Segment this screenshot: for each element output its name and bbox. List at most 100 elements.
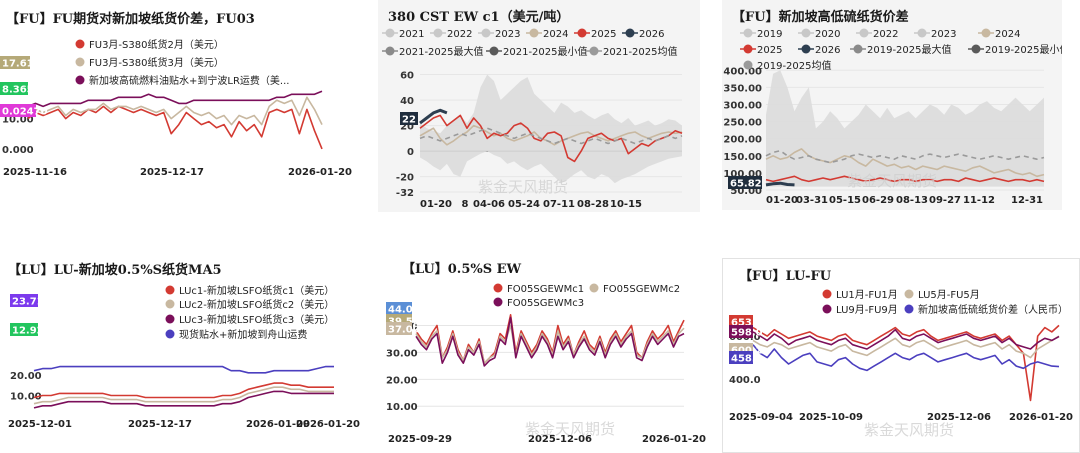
series-line-3 bbox=[419, 127, 683, 145]
chart-svg: 0.000 10.00 2025-11-16 2025-12-17 2026-01-20… bbox=[0, 38, 352, 178]
value-badge-label: 17.61 bbox=[2, 59, 34, 70]
legend-label: FU3月-S380纸货2月（美元） bbox=[89, 38, 224, 51]
chart-panel-lu-ew: 【LU】0.5%S EW 10.0020.0030.0040.002025-09… bbox=[380, 252, 710, 453]
series-line-1 bbox=[33, 386, 334, 405]
value-badge bbox=[0, 104, 36, 117]
value-badge bbox=[729, 325, 753, 338]
y-tick-label: -32 bbox=[396, 188, 414, 199]
legend-label: 2026 bbox=[815, 45, 840, 56]
series-line-2 bbox=[415, 316, 685, 367]
series-line-2 bbox=[419, 108, 448, 125]
x-tick-label: 2026-01-20 bbox=[1009, 412, 1073, 423]
y-tick-label: 30.00 bbox=[386, 348, 418, 359]
legend-label: 2019-2025最大值 bbox=[867, 43, 952, 56]
x-tick-label: 10-15 bbox=[610, 199, 642, 210]
x-tick-label: 2026-01-20 bbox=[296, 419, 360, 430]
chart-title: 【LU】0.5%S EW bbox=[402, 262, 522, 277]
series-line-1 bbox=[765, 175, 1045, 183]
x-tick-label: 2026-01-09 bbox=[246, 419, 310, 430]
x-tick-label: 06-29 bbox=[862, 195, 894, 206]
value-badge-label: 65.82 bbox=[730, 179, 762, 190]
watermark: 紫金天风期货 bbox=[864, 421, 954, 439]
legend-marker bbox=[75, 57, 85, 67]
y-tick-label: 60 bbox=[400, 71, 414, 82]
chart-panel-lu-fu: 【FU】LU-FU 400.0600.02025-09-042025-10-09… bbox=[722, 258, 1080, 453]
y-tick-label: 10.00 bbox=[10, 391, 42, 402]
value-badge-label: 12.92 bbox=[12, 326, 44, 337]
legend-label: 2024 bbox=[995, 29, 1020, 40]
legend-label: 2022 bbox=[873, 29, 898, 40]
legend-marker bbox=[165, 299, 175, 309]
y-tick-label: 400.00 bbox=[723, 66, 762, 77]
legend-label: 现货贴水+新加坡到舟山运费 bbox=[179, 328, 307, 341]
x-tick-label: 11-12 bbox=[963, 195, 995, 206]
legend-label: 新加坡高硫燃料油贴水+到宁波LR运费（美... bbox=[89, 74, 289, 87]
y-tick-label: 40 bbox=[400, 96, 414, 107]
y-tick-label: 100.00 bbox=[723, 169, 762, 180]
legend-label: 2021-2025最大值 bbox=[399, 45, 484, 58]
y-tick-label: 0.000 bbox=[2, 145, 34, 156]
legend-label: 2021 bbox=[399, 29, 424, 40]
legend-marker bbox=[165, 329, 175, 339]
value-badge bbox=[728, 176, 762, 189]
value-badge bbox=[386, 302, 412, 315]
legend-label: 2019 bbox=[757, 29, 782, 40]
series-line-3 bbox=[765, 149, 1045, 164]
y-tick-label: 50.00 bbox=[730, 186, 762, 197]
legend-marker bbox=[493, 297, 503, 307]
x-tick-label: 05-24 bbox=[508, 199, 540, 210]
legend-marker bbox=[743, 60, 753, 70]
chart-panel-fu03: 【FU】FU期货对新加坡纸货价差，FU03 0.000 10.00 2025-11-… bbox=[0, 0, 360, 190]
legend-label: 2019-2025均值 bbox=[757, 59, 832, 72]
watermark: 紫金天风期货 bbox=[478, 178, 568, 196]
x-tick-label: 2025-10-09 bbox=[799, 412, 863, 423]
watermark: 紫金天风期货 bbox=[847, 172, 937, 190]
y-tick-label: 10.00 bbox=[386, 402, 418, 413]
legend-label: LU5月-FU5月 bbox=[918, 289, 980, 301]
y-tick-label: 300.00 bbox=[723, 100, 762, 111]
series-line-1 bbox=[752, 335, 1060, 359]
series-line-0 bbox=[33, 382, 334, 399]
legend-label: 2023 bbox=[931, 29, 956, 40]
series-line-2 bbox=[752, 328, 1060, 350]
chart-title: 【LU】LU-新加坡0.5%S纸货MA5 bbox=[8, 263, 222, 278]
legend-label: LU1月-FU1月 bbox=[836, 289, 898, 301]
x-tick-label: 2025-09-04 bbox=[729, 412, 793, 423]
chart-svg: 10.0020.0030.0040.002025-09-292025-12-06… bbox=[386, 283, 706, 445]
legend-label: FO05SGEWMc1 bbox=[507, 284, 584, 295]
legend-label: 2025 bbox=[591, 29, 616, 40]
minmax-band bbox=[420, 74, 682, 184]
series-line-3 bbox=[752, 344, 1060, 372]
x-tick-label: 01-20 bbox=[766, 195, 798, 206]
series-line-3 bbox=[33, 365, 334, 374]
x-tick-label: 2025-12-06 bbox=[927, 412, 991, 423]
value-badge bbox=[10, 323, 38, 336]
legend-label: FO05SGEWMc3 bbox=[507, 298, 584, 309]
value-badge bbox=[0, 82, 28, 95]
series-line-1 bbox=[419, 114, 683, 163]
chart-svg: 400.0600.02025-09-042025-10-092025-12-06… bbox=[729, 289, 1073, 439]
x-tick-label: 8 bbox=[462, 199, 469, 210]
legend-label: FU3月-S380纸货3月（美元） bbox=[89, 56, 224, 69]
legend-label: 2024 bbox=[543, 29, 568, 40]
y-tick-label: 20.00 bbox=[10, 371, 42, 382]
legend-marker bbox=[75, 39, 85, 49]
legend-label: 2020 bbox=[815, 29, 840, 40]
legend-label: LU9月-FU9月 bbox=[836, 304, 898, 316]
x-tick-label: 07-11 bbox=[543, 199, 575, 210]
value-badge-label: 458.1 bbox=[731, 354, 763, 365]
legend-label: 2025 bbox=[757, 45, 782, 56]
legend-label: 2019-2025最小值 bbox=[985, 43, 1062, 56]
y-tick-label: 400.0 bbox=[729, 375, 761, 386]
value-badge-label: 8.365 bbox=[2, 85, 34, 96]
series-line-2 bbox=[33, 390, 334, 409]
y-tick-label: 10.00 bbox=[2, 115, 34, 126]
value-badge bbox=[10, 294, 38, 307]
x-tick-label: 2026-01-20 bbox=[642, 434, 706, 445]
legend-label: 新加坡高低硫纸货价差（人民币） bbox=[918, 303, 1068, 316]
legend-label: FO05SGEWMc2 bbox=[603, 284, 680, 295]
legend-label: LUc2-新加坡LSFO纸货c2（美元） bbox=[179, 298, 334, 311]
y-tick-label: 200.00 bbox=[723, 135, 762, 146]
x-tick-label: 2025-12-01 bbox=[8, 419, 72, 430]
x-tick-label: 05-15 bbox=[829, 195, 861, 206]
